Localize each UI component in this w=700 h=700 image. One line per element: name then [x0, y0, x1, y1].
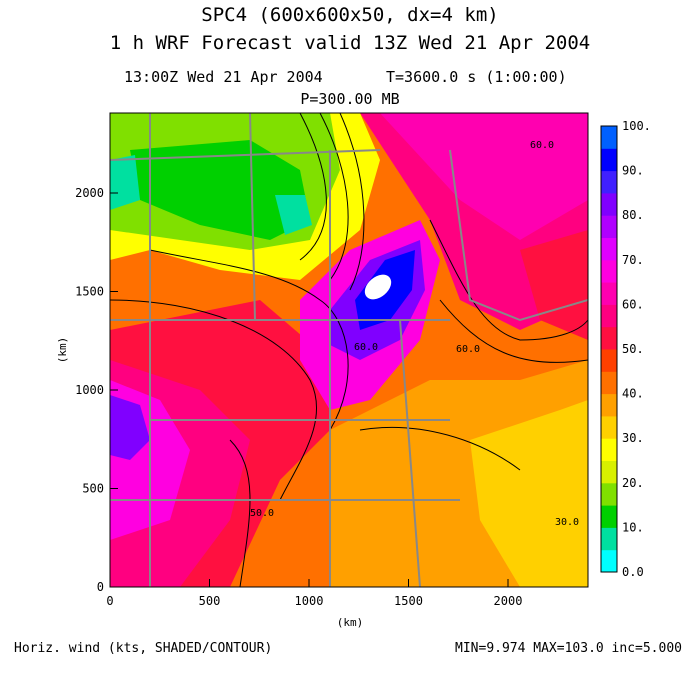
- wind-field: [110, 113, 588, 587]
- elapsed-time-label: T=3600.0 s (1:00:00): [386, 68, 567, 86]
- x-tick-label: 500: [199, 594, 221, 608]
- contour-label: 60.0: [530, 140, 554, 151]
- colorbar-label: 90.: [622, 164, 644, 178]
- colorbar-swatch: [601, 215, 617, 238]
- plot-title: SPC4 (600x600x50, dx=4 km): [201, 4, 499, 26]
- field-statistics: MIN=9.974 MAX=103.0 inc=5.000: [455, 641, 682, 656]
- west-edge-min: [110, 155, 140, 210]
- y-tick-label: 1500: [75, 285, 104, 299]
- valid-time-label: 13:00Z Wed 21 Apr 2004: [124, 68, 323, 86]
- colorbar-swatch: [601, 304, 617, 328]
- colorbar-swatch: [601, 326, 617, 350]
- colorbar-label: 0.0: [622, 565, 644, 579]
- colorbar-swatch: [601, 438, 617, 461]
- contour-label: 60.0: [456, 344, 480, 355]
- field-description: Horiz. wind (kts, SHADED/CONTOUR): [14, 641, 273, 656]
- east-coast-region: [470, 400, 588, 587]
- contour-lines: [110, 113, 588, 587]
- colorbar-swatch: [601, 415, 617, 439]
- forecast-title: 1 h WRF Forecast valid 13Z Wed 21 Apr 20…: [109, 32, 591, 54]
- colorbar: 0.0 10. 20. 30. 40. 50. 60. 70. 80. 90. 100.: [600, 119, 651, 579]
- x-tick-label: 2000: [494, 594, 523, 608]
- colorbar-swatch: [601, 192, 617, 216]
- colorbar-label: 50.: [622, 342, 644, 356]
- contour-label: 30.0: [555, 517, 579, 528]
- y-tick-label: 2000: [75, 186, 104, 200]
- x-tick-label: 1500: [394, 594, 423, 608]
- y-tick-label: 500: [82, 482, 104, 496]
- x-tick-label: 0: [106, 594, 113, 608]
- colorbar-swatch: [601, 126, 617, 149]
- colorbar-label: 40.: [622, 387, 644, 401]
- colorbar-frame: [600, 125, 618, 573]
- colorbar-label: 10.: [622, 520, 644, 534]
- state-boundaries: [110, 113, 588, 587]
- colorbar-swatch: [601, 170, 617, 194]
- plot-frame: [109, 112, 589, 588]
- colorbar-label: 60.: [622, 297, 644, 311]
- colorbar-label: 20.: [622, 476, 644, 490]
- northwest-core: [275, 195, 312, 235]
- jet-maximum: [364, 274, 392, 300]
- contour-label: 50.0: [250, 508, 274, 519]
- colorbar-swatch: [601, 259, 617, 283]
- y-axis-label: (km): [56, 337, 69, 364]
- colorbar-swatch: [601, 482, 617, 506]
- northeast-edge: [520, 230, 588, 340]
- axis-ticks: 0 500 1000 1500 2000 0 500 1000 1500 2000 (km) (km): [56, 186, 522, 629]
- colorbar-swatch: [601, 460, 617, 484]
- colorbar-label: 70.: [622, 253, 644, 267]
- northeast-band-core: [380, 113, 588, 240]
- y-tick-label: 1000: [75, 383, 104, 397]
- colorbar-swatch: [601, 148, 617, 172]
- contour-label-layer: 60.0 60.0 60.0 30.0 50.0: [250, 140, 579, 528]
- colorbar-swatch: [601, 393, 617, 417]
- colorbar-swatch: [601, 549, 617, 573]
- colorbar-swatch: [601, 282, 617, 305]
- pressure-level-label: P=300.00 MB: [300, 90, 400, 108]
- northwest-min: [130, 140, 310, 240]
- colorbar-label: 30.: [622, 431, 644, 445]
- colorbar-swatch: [601, 527, 617, 551]
- colorbar-label: 100.: [622, 119, 651, 133]
- y-tick-label: 0: [97, 580, 104, 594]
- colorbar-swatch: [601, 349, 617, 372]
- colorbar-swatch: [601, 371, 617, 395]
- x-tick-label: 1000: [295, 594, 324, 608]
- colorbar-swatch: [601, 505, 617, 528]
- colorbar-label: 80.: [622, 208, 644, 222]
- colorbar-swatch: [601, 237, 617, 261]
- x-axis-label: (km): [337, 616, 364, 629]
- contour-label: 60.0: [354, 342, 378, 353]
- southwest-peak: [110, 395, 150, 460]
